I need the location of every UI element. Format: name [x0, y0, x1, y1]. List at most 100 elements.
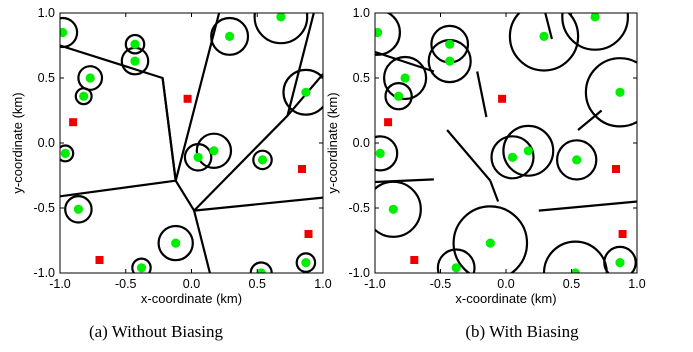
coverage-circle [375, 135, 399, 172]
cell-boundary [375, 178, 434, 184]
coverage-circle [384, 81, 413, 111]
small-cell-point [79, 91, 89, 101]
cell-boundary [193, 196, 323, 212]
y-tick-label: -1.0 [33, 266, 55, 280]
axes-frame [374, 12, 638, 274]
small-cell-point [60, 148, 70, 158]
plot-area [60, 13, 323, 273]
macro-bs-point [304, 230, 313, 238]
x-tick-label: 0.0 [183, 277, 200, 291]
axes-frame [59, 12, 324, 274]
small-cell-point [539, 31, 549, 41]
y-tick-label: 0.0 [353, 136, 370, 150]
x-tick-label: 0.5 [249, 277, 266, 291]
x-axis-label: x-coordinate (km) [455, 291, 556, 306]
small-cell-point [225, 31, 235, 41]
small-cell-point [257, 155, 268, 165]
small-cell-point [301, 87, 311, 97]
small-cell-point [507, 152, 518, 162]
panel-without-biasing: -1.0-1.0 -0.5 -0.5 0.0 0.0 0.5 0.5 1.0 1.0 x-coor… [10, 6, 332, 341]
coverage-circle [60, 144, 75, 163]
x-tick-label: 1.0 [628, 277, 645, 291]
cell-boundary [286, 13, 315, 116]
y-tick-label: 0.5 [353, 71, 370, 85]
x-tick-label: -0.5 [430, 277, 452, 291]
coverage-circle [436, 248, 476, 273]
y-tick-label: -0.5 [33, 201, 55, 215]
cell-boundary [60, 179, 211, 273]
coverage-circle [375, 180, 422, 238]
small-cell-point [485, 238, 495, 248]
coverage-circle [210, 16, 250, 56]
coverage-circle [556, 139, 598, 181]
small-cell-point [394, 91, 404, 101]
cell-boundary [489, 180, 500, 202]
x-tick-label: 0.0 [497, 277, 514, 291]
y-axis-label: y-coordinate (km) [10, 92, 25, 193]
small-cell-point [523, 146, 533, 156]
y-tick-label: 0.0 [38, 136, 55, 150]
coverage-circle [375, 13, 401, 56]
cell-boundary [538, 200, 637, 212]
cell-boundary [577, 109, 603, 131]
small-cell-point [193, 152, 203, 162]
y-tick-label: -0.5 [348, 201, 370, 215]
coverage-circle [603, 245, 637, 273]
coverage-circle [77, 65, 104, 91]
small-cell-point [388, 204, 398, 214]
x-axis-label: x-coordinate (km) [141, 291, 242, 306]
coverage-circle [561, 13, 629, 51]
macro-bs-point [384, 118, 393, 127]
coverage-circle [124, 33, 146, 55]
small-cell-point [60, 27, 68, 38]
coverage-circle [131, 257, 152, 273]
coverage-circle [490, 135, 535, 180]
x-tick-label: -1.0 [364, 277, 386, 291]
macro-bs-point [498, 94, 507, 103]
macro-bs-point [298, 165, 306, 173]
cell-boundary [446, 129, 492, 182]
macro-bs-point [410, 256, 419, 264]
coverage-circle [64, 195, 93, 224]
macro-bs-point [95, 256, 104, 264]
macro-bs-point [69, 118, 78, 127]
plot-area [375, 13, 637, 273]
cell-boundary [161, 77, 177, 181]
small-cell-point [375, 27, 383, 38]
small-cell-point [130, 56, 140, 66]
coverage-circle [383, 55, 428, 101]
cell-boundary [476, 71, 488, 118]
y-tick-label: 1.0 [353, 6, 370, 20]
y-axis-label: y-coordinate (km) [325, 92, 340, 193]
y-tick-label: 1.0 [38, 6, 55, 20]
small-cell-point [301, 258, 311, 268]
y-tick-label: 0.5 [38, 71, 55, 85]
macro-bs-point [618, 230, 627, 238]
x-tick-label: 1.0 [314, 277, 331, 291]
coverage-circle [74, 87, 93, 106]
coverage-circle [502, 124, 555, 177]
small-cell-point [572, 155, 582, 165]
y-tick-label: -1.0 [348, 266, 370, 280]
coverage-circle [295, 252, 317, 273]
coverage-circle [452, 205, 529, 273]
small-cell-point [445, 39, 455, 49]
small-cell-point [171, 238, 181, 248]
small-cell-point [130, 39, 140, 49]
coverage-circle [60, 16, 79, 49]
small-cell-point [85, 73, 95, 83]
coverage-circle [157, 224, 194, 262]
cell-boundary [544, 13, 553, 40]
small-cell-point [276, 13, 286, 22]
coverage-circle [584, 57, 637, 128]
coverage-circle [249, 261, 273, 273]
coverage-circle [282, 68, 323, 116]
panel-with-biasing: -1.0-1.0 -0.5 -0.5 0.0 0.0 0.5 0.5 1.0 1.0 x-coor… [325, 6, 646, 341]
panel-caption: (b) With Biasing [465, 322, 579, 341]
coverage-circle [253, 13, 309, 45]
small-cell-point [451, 263, 461, 273]
x-tick-label: -1.0 [49, 277, 71, 291]
small-cell-point [73, 204, 83, 214]
x-tick-label: 0.5 [563, 277, 580, 291]
